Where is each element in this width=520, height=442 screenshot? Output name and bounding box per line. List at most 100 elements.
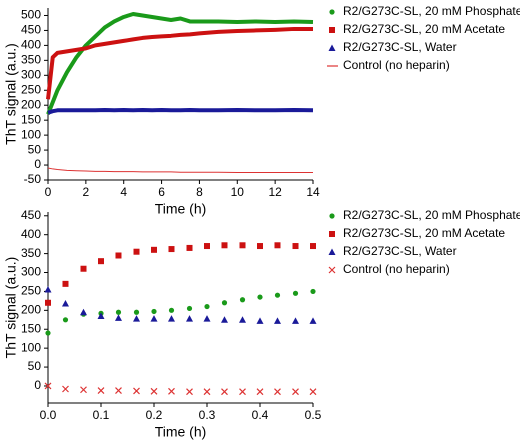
legend-label: Control (no heparin)	[343, 58, 450, 72]
data-point	[220, 316, 228, 323]
data-point	[239, 297, 246, 303]
data-point	[168, 307, 175, 313]
x-tick-label: 2	[83, 185, 90, 199]
data-point	[114, 314, 122, 321]
data-point	[150, 387, 158, 395]
data-point	[151, 308, 157, 315]
series-line	[47, 167, 313, 174]
x-tick-label: 0.2	[146, 408, 163, 422]
data-point	[239, 242, 246, 249]
data-point	[221, 242, 228, 249]
data-point	[61, 300, 69, 307]
data-point	[292, 388, 299, 396]
data-point	[221, 300, 228, 306]
data-point	[44, 382, 52, 390]
y-tick-label: 50	[28, 142, 42, 156]
data-point	[62, 280, 69, 287]
data-point	[309, 317, 317, 324]
data-point	[274, 388, 281, 396]
x-tick-label: 6	[158, 185, 165, 199]
x-tick-label: 0.0	[40, 408, 57, 422]
series-line	[46, 26, 313, 100]
data-point	[186, 315, 194, 322]
series-line	[47, 108, 314, 115]
data-point	[45, 330, 51, 336]
y-tick-label: 400	[21, 38, 41, 52]
legend-marker	[329, 9, 335, 15]
data-point	[292, 243, 299, 250]
data-point	[150, 315, 158, 322]
legend-marker	[329, 213, 335, 219]
data-point	[257, 294, 263, 300]
data-point	[309, 388, 317, 396]
legend-marker	[328, 44, 336, 51]
data-point	[274, 292, 281, 298]
y-tick-label: 400	[21, 227, 41, 241]
y-tick-label: 0	[34, 157, 41, 171]
legend-label: Control (no heparin)	[343, 262, 450, 276]
data-point	[80, 386, 87, 394]
data-point	[115, 252, 122, 259]
y-tick-label: 500	[21, 8, 41, 22]
data-point	[239, 316, 247, 323]
data-point	[256, 317, 264, 324]
data-point	[257, 243, 263, 250]
x-tick-label: 0.5	[305, 408, 322, 422]
data-point	[133, 309, 140, 315]
data-point	[45, 299, 51, 306]
y-tick-label: 250	[21, 82, 41, 96]
data-point	[115, 387, 122, 394]
legend-label: R2/G273C-SL, 20 mM Acetate	[343, 22, 505, 36]
data-point	[273, 317, 281, 324]
legend-label: R2/G273C-SL, 20 mM Phosphate	[343, 4, 520, 18]
y-tick-label: 0	[34, 378, 41, 392]
legend-marker	[328, 266, 336, 274]
data-point	[133, 248, 140, 255]
y-tick-label: 450	[21, 23, 41, 37]
legend-label: R2/G273C-SL, Water	[343, 244, 457, 258]
data-point	[204, 243, 210, 250]
x-axis-title: Time (h)	[155, 201, 207, 217]
x-tick-label: 4	[120, 185, 127, 199]
data-point	[221, 388, 228, 396]
data-point	[168, 387, 175, 395]
data-point	[80, 308, 88, 316]
data-point	[239, 388, 246, 396]
y-tick-label: 200	[21, 97, 41, 111]
legend-marker	[329, 27, 335, 33]
y-tick-label: -50	[24, 172, 42, 186]
data-point	[151, 246, 157, 253]
x-axis-title: Time (h)	[155, 424, 207, 440]
y-tick-label: 300	[21, 265, 41, 279]
data-point	[292, 290, 299, 296]
data-point	[203, 388, 211, 396]
data-point	[274, 242, 281, 249]
y-tick-label: 300	[21, 67, 41, 81]
legend-label: R2/G273C-SL, Water	[343, 40, 457, 54]
data-point	[168, 246, 175, 253]
x-tick-label: 0	[45, 185, 52, 199]
data-point	[292, 317, 300, 324]
y-tick-label: 100	[21, 127, 41, 141]
x-tick-label: 14	[306, 185, 320, 199]
y-tick-label: 350	[21, 246, 41, 260]
y-tick-label: 350	[21, 53, 41, 67]
data-point	[186, 388, 193, 396]
y-tick-label: 250	[21, 284, 41, 298]
y-tick-label: 150	[21, 321, 41, 335]
x-tick-label: 10	[231, 185, 245, 199]
data-point	[167, 315, 175, 322]
data-point	[98, 258, 104, 265]
data-point	[256, 388, 264, 396]
data-point	[310, 243, 316, 250]
x-tick-label: 8	[196, 185, 203, 199]
data-point	[62, 385, 69, 393]
data-point	[204, 303, 210, 310]
y-tick-label: 150	[21, 112, 41, 126]
legend-marker	[328, 248, 336, 255]
data-point	[186, 244, 193, 251]
y-axis-title: ThT signal (a.u.)	[3, 43, 19, 145]
y-tick-label: 450	[21, 208, 41, 222]
y-axis-title: ThT signal (a.u.)	[3, 257, 19, 359]
